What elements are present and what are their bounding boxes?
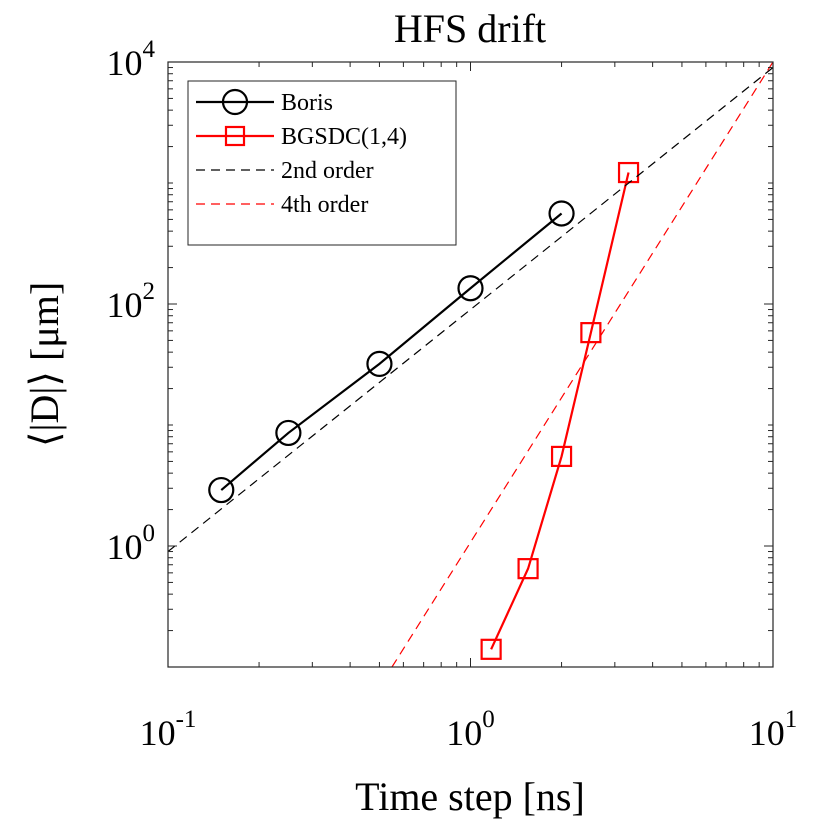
data-point	[617, 161, 640, 184]
x-tick-label-exponent: -1	[176, 706, 197, 733]
series-3	[168, 67, 773, 553]
y-tick-label-exponent: 0	[143, 520, 156, 547]
chart-title: HFS drift	[394, 6, 546, 51]
data-point	[457, 275, 484, 302]
data-point	[208, 476, 235, 504]
y-tick-label-exponent: 2	[143, 278, 156, 305]
series-line	[490, 172, 630, 650]
series-line	[168, 67, 773, 553]
data-point	[517, 558, 539, 580]
legend-label: 4th order	[281, 192, 368, 218]
legend-label: Boris	[281, 90, 333, 116]
legend-entry: BGSDC(1,4)	[196, 124, 407, 150]
legend-entry: 4th order	[196, 192, 368, 218]
x-tick-label-base: 10	[749, 713, 785, 753]
x-tick-label-exponent: 0	[482, 706, 495, 733]
legend-entry: 2nd order	[196, 158, 374, 184]
x-tick-label-base: 10	[446, 713, 482, 753]
series-line	[220, 212, 563, 491]
data-point	[580, 322, 602, 344]
legend-box	[187, 80, 457, 246]
tick-layer	[167, 62, 773, 668]
legend-label: BGSDC(1,4)	[281, 124, 407, 150]
data-point	[275, 419, 302, 447]
data-point	[550, 445, 573, 468]
legend-marker	[224, 125, 246, 147]
data-point	[548, 200, 575, 227]
x-axis-label: Time step [ns]	[355, 774, 585, 819]
legend-label: 2nd order	[281, 158, 374, 184]
y-axis-label: ⟨|D|⟩ [μm]	[22, 282, 67, 447]
y-tick-label-exponent: 4	[143, 36, 156, 63]
series-1	[208, 200, 575, 504]
y-tick-label: 102	[107, 278, 156, 325]
legend-marker	[221, 88, 249, 116]
data-point	[366, 350, 393, 377]
y-tick-label: 100	[107, 520, 156, 567]
x-tick-label: 100	[446, 706, 495, 753]
y-tick-label-base: 10	[107, 285, 143, 325]
legend-entry: Boris	[196, 88, 333, 116]
series-layer	[168, 62, 773, 667]
y-tick-label-base: 10	[107, 43, 143, 83]
x-tick-label: 10-1	[140, 706, 197, 753]
data-point	[480, 638, 502, 660]
series-2	[480, 161, 640, 660]
x-tick-label: 101	[749, 706, 798, 753]
legend: Boris BGSDC(1,4) 2nd order 4th order	[187, 80, 457, 246]
y-tick-label-base: 10	[107, 527, 143, 567]
x-tick-label-exponent: 1	[785, 706, 798, 733]
x-tick-label-base: 10	[140, 713, 176, 753]
y-tick-label: 104	[107, 36, 156, 83]
